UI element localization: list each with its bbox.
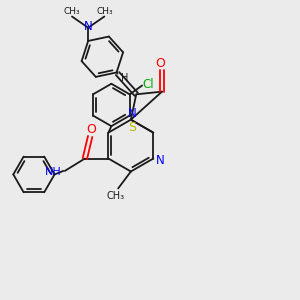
Text: CH₃: CH₃ [97, 7, 113, 16]
Text: N: N [84, 20, 92, 33]
Text: Cl: Cl [143, 78, 154, 92]
Text: N: N [155, 154, 164, 166]
Text: S: S [128, 122, 136, 134]
Text: CH₃: CH₃ [107, 191, 125, 201]
Text: NH: NH [45, 167, 62, 177]
Text: CH₃: CH₃ [63, 7, 80, 16]
Text: O: O [86, 124, 96, 136]
Text: N: N [128, 107, 137, 120]
Text: O: O [156, 57, 166, 70]
Text: H: H [121, 73, 129, 83]
